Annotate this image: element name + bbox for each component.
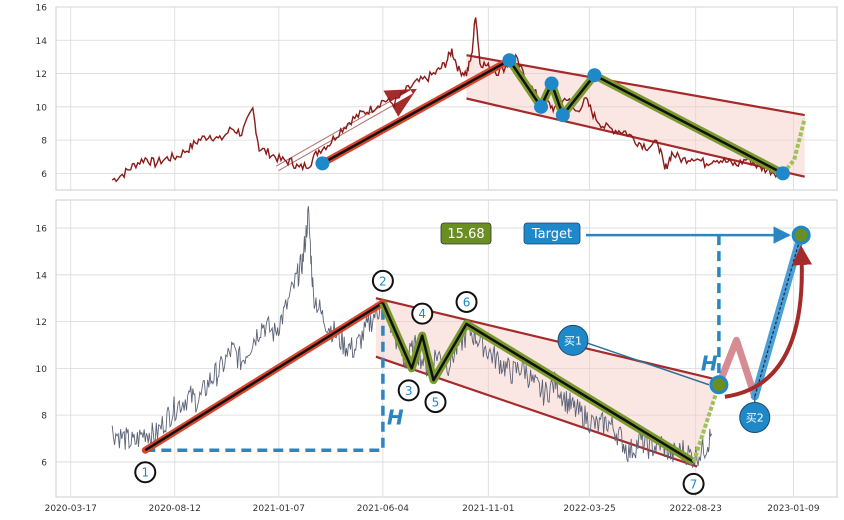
buy1-connector	[587, 342, 710, 386]
top-panel: 6 8 10 12 14 16	[36, 4, 838, 191]
buy1-badge-text: 买1	[564, 334, 582, 347]
bottom-curved-arrow	[724, 245, 813, 399]
pivot-label-2: 2	[379, 274, 387, 288]
target-label-bg	[523, 222, 581, 245]
price-box: 15.68	[440, 222, 492, 245]
buy2-badge-text: 买2	[746, 411, 764, 424]
buy1-badge-circle	[557, 324, 589, 356]
bottom-y-tick-6: 6	[41, 458, 47, 468]
bottom-y-tick-12: 12	[36, 318, 47, 328]
h-label-right: H	[701, 352, 718, 376]
top-y-tick-16: 16	[36, 4, 48, 14]
bottom-grid	[56, 200, 837, 497]
bottom-trend-up-core	[144, 301, 384, 452]
top-y-tick-10: 10	[36, 103, 48, 113]
bottom-y-tick-14: 14	[36, 271, 48, 281]
pivot-label-7: 7	[690, 477, 698, 491]
bottom-zigzag-extension	[691, 384, 721, 463]
bottom-overlays-over: 1 2 3 4 5 6 7	[134, 225, 813, 495]
top-channel-lower	[466, 97, 805, 178]
pivot-circle-5	[424, 391, 447, 414]
bottom-x-tick-5: 2022-03-25	[563, 504, 615, 514]
price-box-bg	[440, 222, 492, 245]
top-marker-4	[555, 108, 570, 123]
bottom-zigzag-core	[381, 302, 695, 463]
bottom-y-tick-8: 8	[41, 412, 47, 422]
top-overlays-over	[315, 53, 807, 181]
bottom-x-tick-6: 2022-08-23	[670, 504, 722, 514]
top-y-tick-14: 14	[36, 37, 48, 47]
pivot-label-5: 5	[432, 396, 440, 410]
top-y-tick-6: 6	[41, 170, 47, 180]
top-marker-5	[587, 68, 602, 83]
pivot-label-4: 4	[418, 307, 426, 321]
bottom-y-tick-labels: 6 8 10 12 14 16	[36, 225, 48, 469]
pivot-circle-3	[397, 379, 420, 402]
pivot-label-1: 1	[141, 466, 149, 480]
pivot-circle-4	[411, 302, 434, 325]
bottom-price-line	[111, 206, 713, 468]
buy1-badge: 买1	[557, 324, 589, 356]
pivot-label-3: 3	[405, 384, 413, 398]
bottom-x-tick-2: 2021-01-07	[253, 504, 305, 514]
pivot-circle-7	[682, 472, 705, 495]
bottom-target-marker	[791, 225, 811, 245]
top-price-line	[111, 17, 780, 183]
top-marker-2	[534, 99, 549, 114]
pivot-circle-2	[371, 269, 394, 292]
top-y-tick-8: 8	[41, 137, 47, 147]
top-marker-6	[775, 166, 790, 181]
bottom-x-tick-4: 2021-11-01	[462, 504, 514, 514]
buy2-badge-circle	[739, 401, 771, 433]
target-label-box: Target	[523, 222, 581, 245]
top-channel-upper	[466, 54, 805, 117]
bottom-y-tick-10: 10	[36, 365, 48, 375]
top-marker-1	[502, 53, 517, 68]
bottom-x-tick-0: 2020-03-17	[45, 504, 97, 514]
top-zigzag-core	[508, 59, 784, 175]
target-label-text: Target	[531, 227, 572, 242]
top-marker-0	[315, 156, 330, 171]
bottom-x-tick-labels: 2020-03-17 2020-08-12 2021-01-07 2021-06-04…	[45, 504, 820, 514]
top-up-arrow-inner	[276, 90, 413, 171]
bottom-panel-frame	[55, 199, 838, 498]
top-y-tick-labels: 6 8 10 12 14 16	[36, 4, 48, 180]
bottom-y-tick-16: 16	[36, 225, 48, 235]
pivot-label-6: 6	[463, 295, 471, 309]
price-box-text: 15.68	[447, 227, 484, 242]
bottom-projection-zigzag	[715, 336, 759, 398]
bottom-target-path-core	[754, 234, 802, 397]
pivot-circle-6	[455, 290, 478, 313]
bottom-x-tick-3: 2021-06-04	[357, 504, 410, 514]
bottom-x-tick-1: 2020-08-12	[149, 504, 201, 514]
buy2-badge: 买2	[739, 401, 771, 433]
bottom-x-tick-7: 2023-01-09	[767, 504, 820, 514]
top-trend-up-core	[321, 59, 511, 165]
top-marker-3	[544, 76, 559, 91]
bottom-buy1-marker	[709, 375, 729, 395]
pivot-circle-1	[134, 461, 157, 484]
top-y-tick-12: 12	[36, 70, 47, 80]
h-label-left: H	[387, 406, 404, 430]
